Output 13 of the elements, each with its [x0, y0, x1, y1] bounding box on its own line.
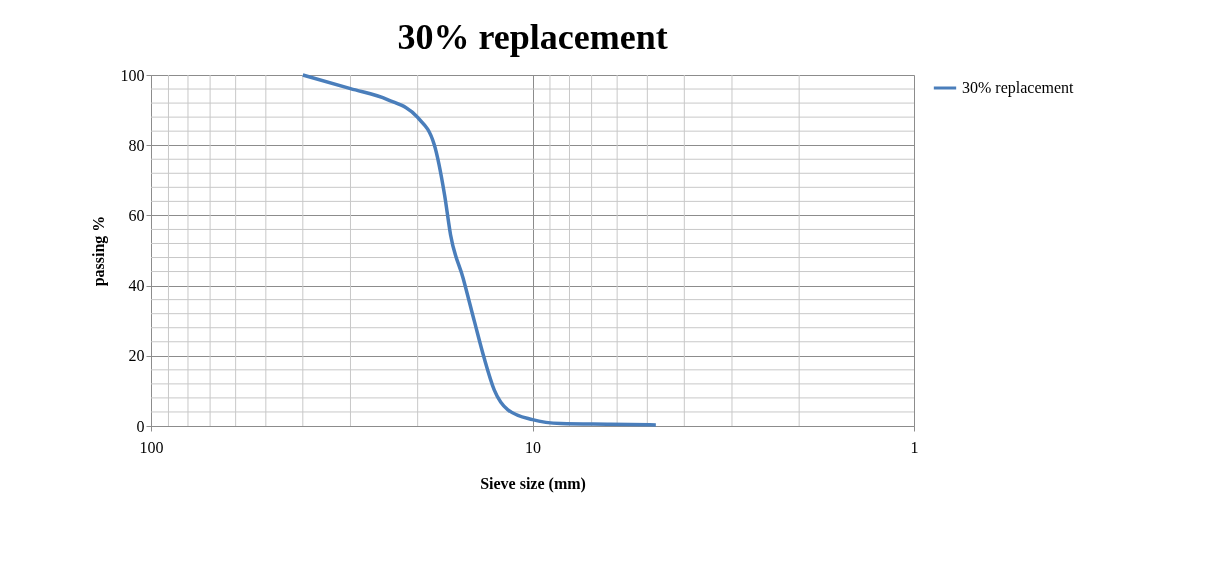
- x-tick-label: 10: [525, 438, 541, 456]
- legend-label: 30% replacement: [962, 79, 1075, 97]
- y-tick-label: 60: [128, 206, 145, 224]
- chart-title: 30% replacement: [397, 17, 668, 57]
- y-tick-label: 100: [120, 66, 145, 84]
- x-tick-label: 1: [910, 438, 919, 456]
- y-tick-label: 20: [128, 347, 145, 365]
- x-tick-label: 100: [139, 438, 164, 456]
- y-axis-title: passing %: [89, 215, 108, 287]
- x-axis-title: Sieve size (mm): [480, 474, 586, 493]
- y-tick-label: 40: [128, 277, 145, 295]
- y-tick-label: 0: [136, 417, 145, 435]
- y-tick-label: 80: [128, 136, 145, 154]
